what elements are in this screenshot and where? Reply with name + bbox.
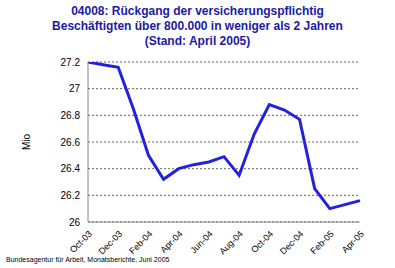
svg-text:Apr-04: Apr-04 <box>158 229 184 255</box>
svg-text:Apr-05: Apr-05 <box>340 229 366 255</box>
svg-text:Mio: Mio <box>21 134 32 151</box>
html-text:Bundesagentur für Arbeit, Mona: Bundesagentur für Arbeit, Monatsberichte… <box>6 256 170 263</box>
svg-text:Feb-04: Feb-04 <box>127 229 154 256</box>
svg-text:26.4: 26.4 <box>61 163 81 174</box>
svg-text:27.2: 27.2 <box>61 57 81 68</box>
svg-text:26: 26 <box>69 217 81 228</box>
svg-text:Dec-03: Dec-03 <box>97 229 125 257</box>
svg-text:Dec-04: Dec-04 <box>278 229 306 257</box>
svg-text:Oct-04: Oct-04 <box>249 229 275 255</box>
html-text:04008: Rückgang der versicheru: 04008: Rückgang der versicherungspflicht… <box>52 4 343 48</box>
svg-text:Aug-04: Aug-04 <box>217 229 245 257</box>
svg-text:Jun-04: Jun-04 <box>188 229 215 256</box>
svg-text:26.6: 26.6 <box>61 137 81 148</box>
svg-text:Feb-05: Feb-05 <box>308 229 335 256</box>
svg-text:26.8: 26.8 <box>61 110 81 121</box>
svg-text:26.2: 26.2 <box>61 190 81 201</box>
svg-text:Oct-03: Oct-03 <box>68 229 94 255</box>
svg-text:27: 27 <box>69 83 81 94</box>
